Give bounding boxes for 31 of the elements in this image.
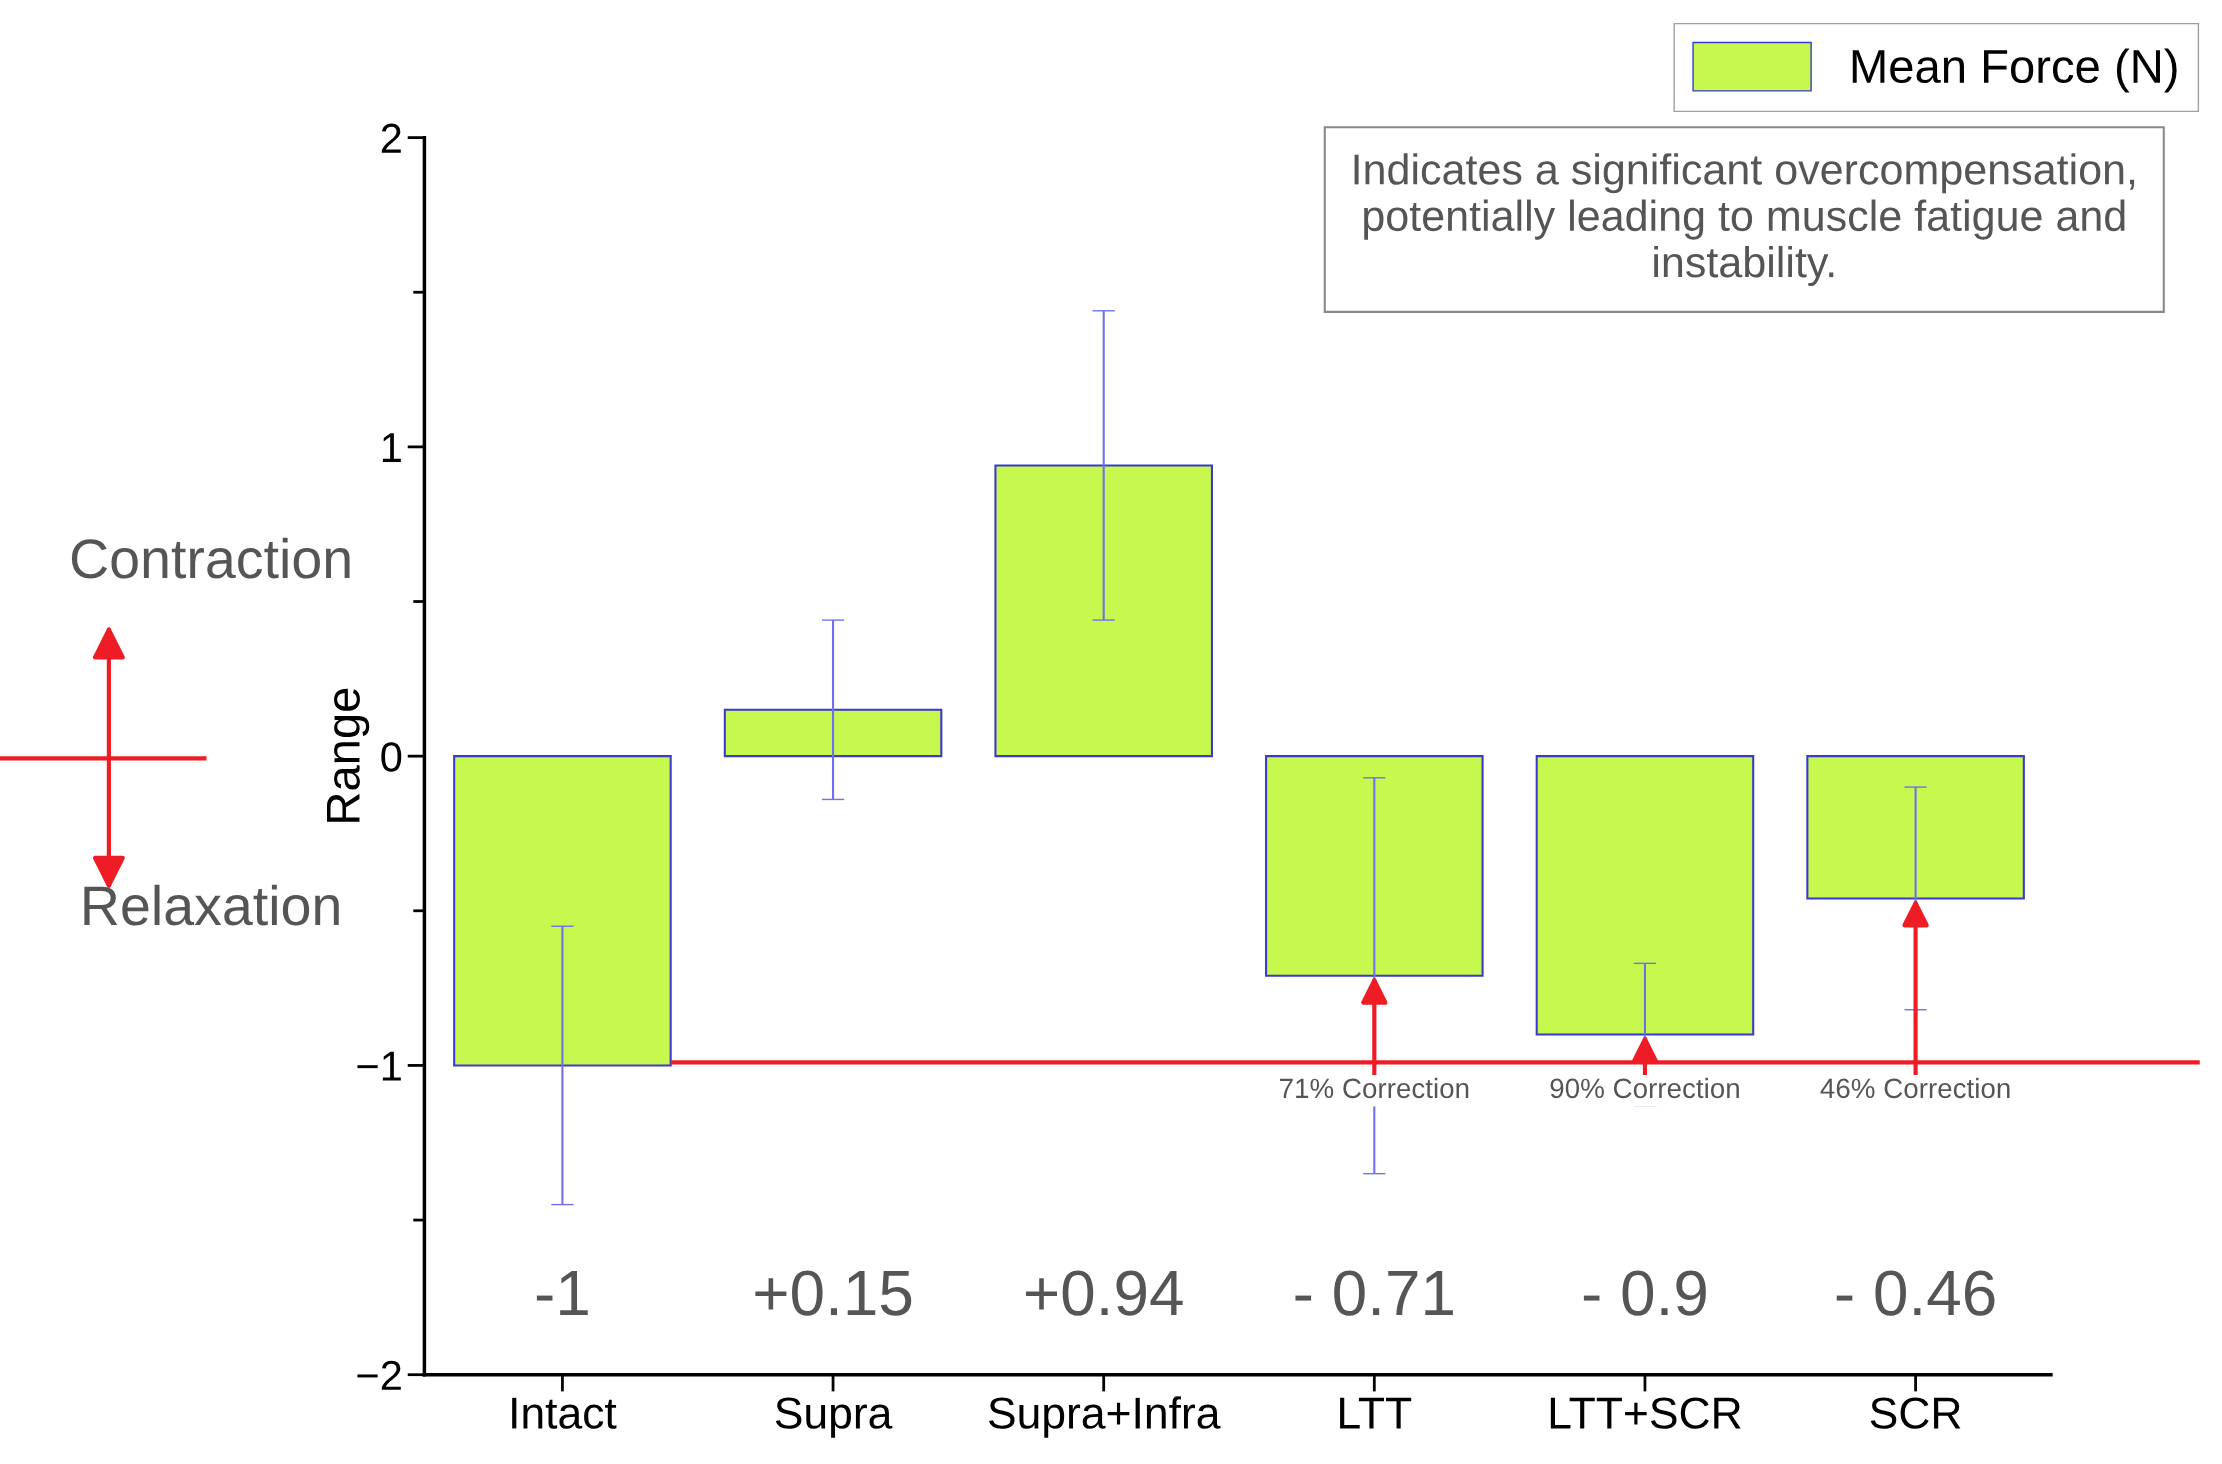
bar (1806, 755, 2025, 900)
bar (723, 708, 943, 758)
y-tick-label: −2 (357, 1360, 401, 1390)
annotation: -1 (536, 1271, 588, 1316)
y-tick-label: 2 (381, 123, 401, 153)
text: Contraction (71, 537, 350, 579)
annotation: +0.15 (755, 1270, 912, 1316)
y-axis-title: Range (326, 688, 370, 822)
text: Relaxation (84, 884, 339, 926)
annotation: 90% Correction (1550, 1077, 1739, 1099)
x-tick-label: LTT (1340, 1397, 1412, 1429)
annotation: - 0.9 (1583, 1270, 1706, 1316)
x-tick-label: SCR (1870, 1397, 1961, 1429)
bar (1535, 755, 1755, 1036)
annotation: +0.94 (1025, 1270, 1183, 1316)
annotation: 71% Correction (1280, 1077, 1469, 1099)
x-tick-label: LTT+SCR (1550, 1397, 1741, 1429)
y-tick-label: 1 (382, 433, 401, 462)
y-tick-label: 0 (381, 742, 402, 772)
bar (453, 755, 672, 1067)
x-tick-label: Supra+Infra (988, 1396, 1221, 1438)
bar (994, 464, 1213, 758)
annotation: - 0.71 (1295, 1270, 1453, 1316)
legend-label: Mean Force (N) (1852, 48, 2177, 93)
bar (1265, 755, 1484, 977)
x-tick-label: Supra (775, 1397, 893, 1438)
x-tick-label: Intact (512, 1397, 617, 1429)
annotation: 46% Correction (1820, 1077, 2010, 1099)
annotation: - 0.46 (1836, 1270, 1995, 1316)
y-tick-label: −1 (357, 1051, 401, 1081)
annotation: Indicates a significant overcompensation, potentially leading to muscle fatigue and instability. (1354, 153, 2135, 287)
